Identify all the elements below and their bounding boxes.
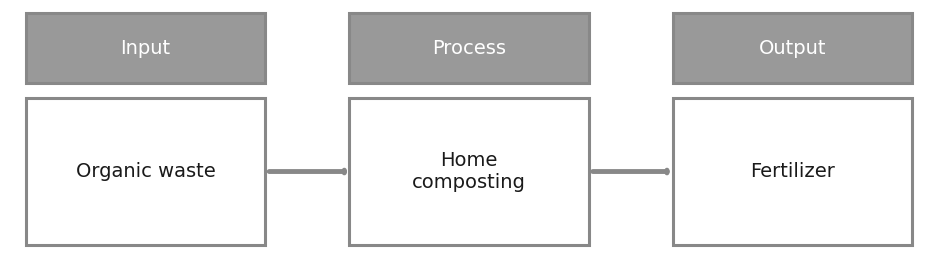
Text: Input: Input xyxy=(120,39,171,58)
FancyBboxPatch shape xyxy=(25,13,265,83)
FancyBboxPatch shape xyxy=(25,98,265,245)
Text: Home
composting: Home composting xyxy=(412,151,526,192)
Text: Organic waste: Organic waste xyxy=(76,162,215,181)
FancyBboxPatch shape xyxy=(673,13,912,83)
FancyBboxPatch shape xyxy=(349,98,588,245)
Text: Fertilizer: Fertilizer xyxy=(750,162,835,181)
Text: Output: Output xyxy=(759,39,826,58)
Text: Process: Process xyxy=(432,39,506,58)
FancyBboxPatch shape xyxy=(673,98,912,245)
FancyBboxPatch shape xyxy=(349,13,588,83)
